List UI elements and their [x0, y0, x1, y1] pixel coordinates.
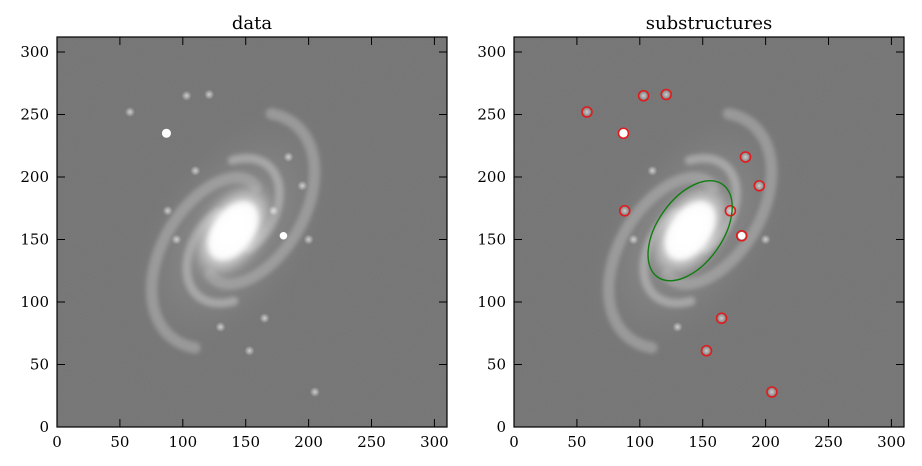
hii-knot	[309, 386, 320, 398]
y-tick-label: 100	[20, 293, 49, 311]
substructure-marker-10	[715, 312, 728, 325]
y-tick-label: 0	[496, 418, 506, 436]
y-tick-label: 50	[30, 356, 49, 374]
y-tick-label: 150	[20, 231, 49, 249]
substructure-marker-7	[618, 204, 631, 217]
hii-knot	[259, 313, 270, 324]
x-tick-label: 200	[751, 433, 780, 451]
bulge-ellipse	[647, 180, 733, 282]
substructure-marker-6	[753, 179, 766, 192]
hii-knot	[268, 205, 279, 216]
hii-knot	[701, 345, 712, 356]
y-tick-label: 50	[487, 356, 506, 374]
spiral-arm	[204, 108, 321, 290]
substructure-marker-12	[766, 386, 778, 398]
hii-knot	[628, 234, 639, 245]
galaxy-nucleus	[208, 201, 259, 260]
left-panel: data 0 50 100 150 200 250 300 0 50 100 150 200 250 300	[20, 13, 448, 451]
spiral-arm	[146, 171, 262, 354]
x-tick-label: 50	[110, 433, 129, 451]
galaxy-image	[514, 37, 904, 427]
bright-star	[161, 128, 171, 138]
substructure-marker-5	[739, 151, 752, 163]
spiral-arm	[661, 108, 778, 290]
hii-knot	[181, 90, 192, 101]
y-tick-label: 0	[39, 418, 49, 436]
x-tick-label: 200	[294, 433, 323, 451]
y-tick-label: 200	[477, 168, 506, 186]
x-tick-label: 300	[420, 433, 449, 451]
hii-knot	[661, 89, 672, 100]
hii-knot	[754, 180, 765, 191]
x-tick-label: 0	[509, 433, 519, 451]
hii-knot	[244, 345, 255, 356]
y-tick-label: 250	[20, 106, 49, 124]
x-tick-label: 0	[52, 433, 62, 451]
substructure-marker-11	[700, 344, 713, 357]
hii-knot	[740, 151, 751, 163]
hii-knot	[766, 386, 777, 398]
galaxy-image	[57, 37, 447, 427]
substructure-marker-2	[637, 89, 650, 102]
hii-knot	[647, 165, 658, 176]
substructure-marker-1	[581, 106, 593, 118]
hii-knot	[619, 205, 630, 216]
substructure-marker-8	[724, 204, 737, 217]
bright-star	[279, 231, 288, 240]
hii-knot	[672, 321, 683, 333]
hii-knot	[171, 234, 182, 245]
x-tick-label: 250	[814, 433, 843, 451]
x-tick-label: 100	[625, 433, 654, 451]
panel-title: data	[232, 13, 272, 34]
hii-knot	[190, 165, 201, 176]
hii-knot	[124, 106, 135, 118]
bright-star	[737, 231, 746, 240]
y-tick-label: 150	[477, 231, 506, 249]
x-tick-label: 150	[231, 433, 260, 451]
axes-frame	[513, 36, 905, 428]
y-tick-label: 300	[477, 43, 506, 61]
hii-knot	[162, 205, 173, 216]
y-tick-label: 300	[20, 43, 49, 61]
hii-knot	[716, 313, 727, 324]
x-tick-label: 50	[567, 433, 586, 451]
x-tick-label: 100	[168, 433, 197, 451]
substructure-marker-3	[660, 88, 673, 101]
hii-knot	[760, 234, 771, 245]
x-tick-label: 150	[688, 433, 717, 451]
x-tick-label: 300	[877, 433, 906, 451]
y-tick-label: 200	[20, 168, 49, 186]
axes-frame	[56, 36, 448, 428]
hii-knot	[283, 151, 294, 163]
panel-title: substructures	[646, 13, 772, 34]
hii-knot	[581, 106, 592, 118]
right-panel: substructures 0 50 100 150 200 250 300 0 50 100 150…	[477, 13, 905, 451]
y-tick-label: 250	[477, 106, 506, 124]
hii-knot	[215, 321, 226, 333]
substructure-marker-9	[735, 229, 748, 242]
hii-knot	[297, 180, 308, 191]
spiral-arm	[603, 171, 719, 354]
y-tick-label: 100	[477, 293, 506, 311]
hii-knot	[204, 89, 215, 100]
hii-knot	[303, 234, 314, 245]
substructure-marker-4	[617, 127, 630, 140]
hii-knot	[638, 90, 649, 101]
galaxy-nucleus	[665, 201, 716, 260]
x-tick-label: 250	[357, 433, 386, 451]
bright-star	[618, 128, 628, 138]
